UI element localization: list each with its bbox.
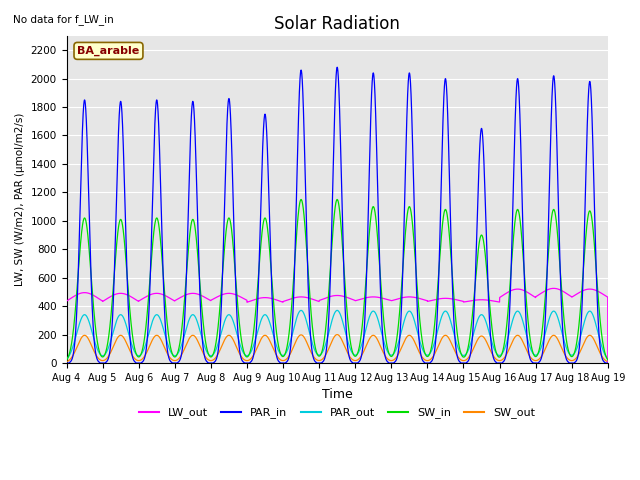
- Line: PAR_out: PAR_out: [67, 311, 608, 360]
- PAR_in: [333, 64, 341, 70]
- SW_in: [604, 357, 612, 363]
- PAR_in: [246, 360, 254, 365]
- SW_out: [575, 352, 582, 358]
- PAR_in: [575, 351, 582, 357]
- PAR_in: [604, 360, 612, 366]
- PAR_out: [458, 352, 466, 358]
- Text: No data for f_LW_in: No data for f_LW_in: [13, 14, 113, 25]
- LW_out: [246, 298, 254, 304]
- PAR_out: [297, 308, 305, 313]
- PAR_out: [575, 341, 582, 347]
- LW_out: [604, 360, 612, 366]
- SW_out: [604, 359, 612, 365]
- PAR_in: [474, 207, 481, 213]
- SW_in: [63, 357, 70, 363]
- SW_out: [319, 356, 326, 362]
- SW_out: [246, 356, 254, 362]
- LW_out: [575, 290, 582, 296]
- SW_in: [297, 197, 305, 203]
- Text: BA_arable: BA_arable: [77, 46, 140, 56]
- PAR_out: [581, 316, 589, 322]
- PAR_out: [474, 318, 481, 324]
- PAR_out: [246, 350, 254, 356]
- PAR_in: [458, 360, 466, 366]
- LW_out: [474, 297, 481, 303]
- LW_out: [581, 287, 589, 293]
- Legend: LW_out, PAR_in, PAR_out, SW_in, SW_out: LW_out, PAR_in, PAR_out, SW_in, SW_out: [134, 403, 540, 423]
- SW_in: [319, 346, 326, 351]
- PAR_in: [319, 359, 326, 365]
- Line: PAR_in: PAR_in: [67, 67, 608, 363]
- SW_out: [333, 332, 341, 337]
- LW_out: [458, 298, 466, 304]
- Line: SW_out: SW_out: [67, 335, 608, 362]
- PAR_out: [319, 349, 326, 355]
- LW_out: [550, 286, 557, 291]
- PAR_in: [63, 360, 70, 366]
- SW_out: [581, 337, 589, 343]
- PAR_in: [581, 203, 589, 208]
- Y-axis label: LW, SW (W/m2), PAR (μmol/m2/s): LW, SW (W/m2), PAR (μmol/m2/s): [15, 113, 25, 286]
- LW_out: [319, 296, 326, 302]
- SW_in: [581, 242, 589, 248]
- Title: Solar Radiation: Solar Radiation: [274, 15, 400, 33]
- X-axis label: Time: Time: [322, 388, 353, 401]
- SW_in: [458, 353, 466, 359]
- PAR_out: [63, 357, 70, 362]
- Line: LW_out: LW_out: [67, 288, 608, 363]
- LW_out: [63, 298, 70, 304]
- SW_out: [458, 358, 466, 363]
- SW_in: [575, 327, 582, 333]
- SW_out: [474, 337, 481, 343]
- SW_in: [246, 348, 254, 354]
- Line: SW_in: SW_in: [67, 200, 608, 360]
- PAR_out: [604, 356, 612, 362]
- SW_out: [63, 359, 70, 365]
- SW_in: [474, 254, 481, 260]
